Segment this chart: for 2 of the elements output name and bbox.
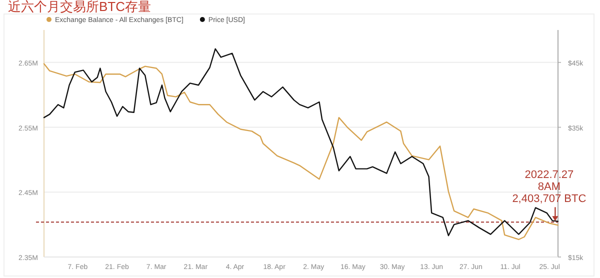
annotation: 2022.7.27 8AM 2,403,707 BTC	[512, 169, 586, 206]
chart-title: 近六个月交易所BTC存量	[8, 0, 151, 14]
